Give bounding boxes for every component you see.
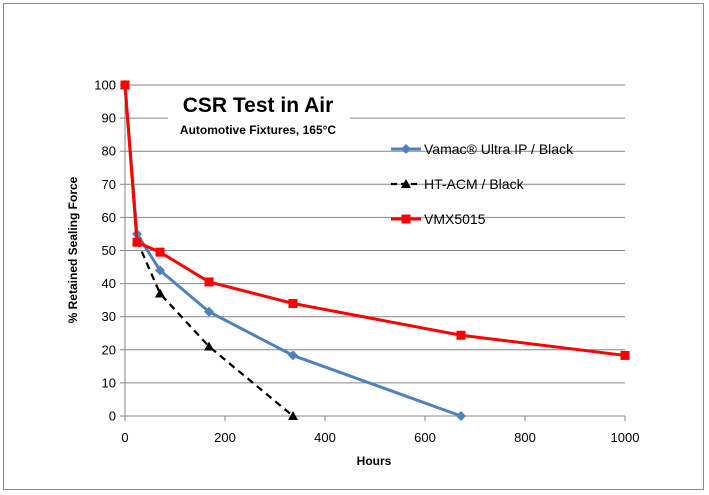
- data-point: [155, 288, 165, 298]
- data-point: [204, 306, 214, 317]
- y-tick-label: 30: [102, 309, 116, 324]
- data-point: [456, 411, 466, 421]
- y-tick-label: 70: [102, 177, 116, 192]
- data-point: [288, 411, 298, 420]
- y-tick-label: 80: [102, 144, 116, 159]
- y-tick-label: 90: [102, 111, 116, 126]
- data-point: [204, 341, 214, 351]
- data-point: [620, 350, 630, 360]
- y-tick-label: 40: [102, 276, 116, 291]
- title-background: [168, 92, 350, 138]
- chart-frame: [3, 3, 704, 490]
- legend-label: HT-ACM / Black: [424, 176, 525, 192]
- y-tick-label: 0: [109, 409, 116, 424]
- legend-marker: [401, 214, 411, 224]
- x-tick-label: 600: [414, 430, 436, 445]
- axes: [124, 85, 625, 417]
- y-tick-label: 60: [102, 210, 116, 225]
- data-point: [120, 80, 130, 90]
- y-axis-title: % Retained Sealing Force: [66, 176, 80, 323]
- y-tick-label: 10: [102, 375, 116, 390]
- x-tick-label: 1000: [611, 430, 640, 445]
- x-tick-label: 0: [121, 430, 128, 445]
- x-axis-title: Hours: [357, 454, 392, 468]
- data-point: [456, 330, 466, 340]
- series-2: [120, 80, 630, 360]
- legend-label: Vamac® Ultra IP / Black: [424, 141, 574, 157]
- legend-marker: [401, 179, 411, 188]
- data-point: [288, 298, 298, 308]
- y-tick-label: 20: [102, 342, 116, 357]
- chart-subtitle: Automotive Fixtures, 165°C: [180, 123, 337, 137]
- x-tick-labels: 0 200 400 600 800 1000: [121, 430, 639, 445]
- legend-marker: [401, 144, 411, 154]
- data-point: [288, 350, 298, 361]
- legend: Vamac® Ultra IP / Black HT-ACM / Black VMX…: [391, 141, 574, 227]
- x-tick-label: 800: [514, 430, 536, 445]
- y-tick-label: 100: [94, 78, 116, 93]
- chart-title: CSR Test in Air: [183, 94, 334, 117]
- x-tick-label: 200: [214, 430, 236, 445]
- data-point: [132, 237, 142, 247]
- data-point: [155, 265, 165, 276]
- x-tick-label: 400: [314, 430, 336, 445]
- y-tick-label: 50: [102, 243, 116, 258]
- y-tick-labels: 0 10 20 30 40 50 60 70 80 90 100: [94, 78, 116, 424]
- legend-label: VMX5015: [424, 211, 486, 227]
- series-group: [120, 80, 630, 421]
- data-point: [155, 247, 165, 257]
- gridlines: [120, 84, 626, 421]
- data-point: [204, 277, 214, 287]
